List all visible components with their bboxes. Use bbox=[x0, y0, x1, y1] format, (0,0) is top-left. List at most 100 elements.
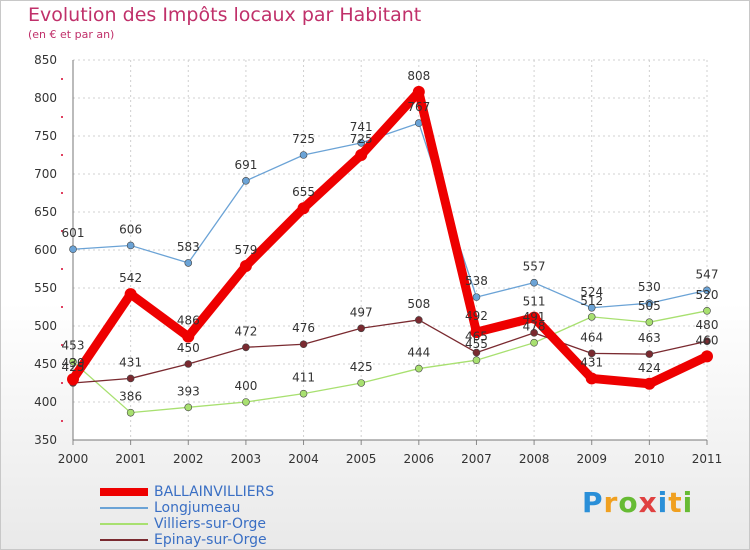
data-point bbox=[530, 278, 538, 287]
data-point bbox=[530, 329, 538, 337]
data-point bbox=[299, 340, 308, 349]
chart-legend: BALLAINVILLIERS Longjumeau Villiers-sur-Or… bbox=[100, 484, 274, 548]
data-label: 725 bbox=[350, 132, 373, 146]
data-point bbox=[472, 348, 481, 357]
x-tick-label: 2008 bbox=[519, 452, 550, 466]
logo-letter: i bbox=[682, 486, 694, 519]
data-label: 492 bbox=[465, 309, 488, 323]
data-point bbox=[299, 151, 308, 159]
data-point bbox=[415, 316, 423, 324]
logo-letter: r bbox=[603, 486, 619, 519]
data-label: 472 bbox=[234, 324, 257, 338]
data-point bbox=[585, 372, 598, 385]
data-point bbox=[184, 403, 193, 412]
data-point bbox=[355, 149, 368, 161]
y-tick-label: 400 bbox=[34, 395, 57, 409]
data-point bbox=[357, 324, 365, 333]
data-point bbox=[242, 343, 250, 352]
data-point bbox=[645, 318, 654, 327]
data-point bbox=[703, 337, 711, 346]
data-label: 542 bbox=[119, 271, 142, 285]
data-label: 444 bbox=[407, 346, 430, 360]
legend-item: Epinay-sur-Orge bbox=[100, 532, 274, 548]
data-point bbox=[124, 288, 137, 301]
series-line-ballainvilliers bbox=[68, 87, 712, 389]
data-label: 725 bbox=[292, 132, 315, 146]
data-label: 486 bbox=[177, 314, 200, 328]
data-point bbox=[67, 373, 79, 386]
x-tick-label: 2002 bbox=[173, 452, 204, 466]
data-label: 767 bbox=[407, 100, 430, 114]
data-label: 601 bbox=[62, 226, 85, 240]
legend-label: Longjumeau bbox=[154, 500, 241, 516]
y-tick-label: 600 bbox=[34, 243, 57, 257]
legend-swatch bbox=[100, 539, 148, 541]
x-tick-label: 2004 bbox=[288, 452, 319, 466]
data-label: 741 bbox=[350, 120, 373, 134]
data-point bbox=[415, 364, 423, 373]
data-point bbox=[239, 259, 252, 272]
legend-label: Villiers-sur-Orge bbox=[154, 516, 267, 532]
data-point bbox=[470, 326, 483, 339]
legend-item: BALLAINVILLIERS bbox=[100, 484, 274, 500]
data-label: 520 bbox=[696, 288, 719, 302]
data-label: 557 bbox=[523, 260, 546, 274]
x-tick-label: 2011 bbox=[692, 452, 723, 466]
data-point bbox=[126, 241, 135, 250]
data-point bbox=[184, 259, 193, 267]
data-point bbox=[587, 313, 596, 321]
y-tick-label: 850 bbox=[34, 53, 57, 67]
data-point bbox=[357, 139, 365, 147]
legend-item: Longjumeau bbox=[100, 500, 274, 516]
data-point bbox=[69, 245, 77, 254]
data-label: 491 bbox=[523, 310, 546, 324]
data-point bbox=[69, 357, 77, 366]
data-point bbox=[126, 408, 135, 417]
data-label: 547 bbox=[696, 267, 719, 281]
data-point bbox=[645, 350, 654, 358]
data-point bbox=[357, 379, 365, 387]
series-line-longjumeau bbox=[72, 122, 708, 309]
y-tick-label: 700 bbox=[34, 167, 57, 181]
data-point bbox=[472, 293, 481, 301]
logo-letter: t bbox=[668, 486, 683, 519]
y-tick-label: 350 bbox=[34, 433, 57, 447]
data-point bbox=[126, 374, 135, 383]
data-point bbox=[643, 377, 656, 390]
y-tick-label: 800 bbox=[34, 91, 57, 105]
x-tick-label: 2003 bbox=[231, 452, 262, 466]
y-tick-label: 450 bbox=[34, 357, 57, 371]
data-label: 463 bbox=[638, 331, 661, 345]
data-point bbox=[701, 350, 713, 363]
data-point bbox=[242, 398, 250, 406]
legend-label: BALLAINVILLIERS bbox=[154, 484, 275, 500]
data-label: 538 bbox=[465, 274, 488, 288]
logo-letter: P bbox=[582, 486, 604, 519]
data-point bbox=[703, 286, 711, 295]
x-tick-label: 2009 bbox=[576, 452, 607, 466]
data-label: 583 bbox=[177, 240, 200, 254]
data-point bbox=[528, 311, 541, 324]
data-label: 453 bbox=[62, 339, 85, 353]
x-tick-label: 2001 bbox=[115, 452, 146, 466]
data-point bbox=[587, 303, 596, 312]
data-label: 465 bbox=[465, 330, 488, 344]
data-label: 512 bbox=[580, 294, 603, 308]
data-point bbox=[530, 338, 538, 347]
data-label: 530 bbox=[638, 280, 661, 294]
data-label: 508 bbox=[407, 297, 430, 311]
data-point bbox=[645, 299, 654, 308]
data-label: 808 bbox=[407, 69, 430, 83]
chart-title: Evolution des Impôts locaux par Habitant bbox=[28, 4, 422, 26]
data-label: 480 bbox=[696, 318, 719, 332]
series-line-villiers-sur-orge bbox=[72, 310, 708, 414]
y-tick-label: 500 bbox=[34, 319, 57, 333]
legend-item: Villiers-sur-Orge bbox=[100, 516, 274, 532]
data-label: 424 bbox=[638, 361, 661, 375]
chart-subtitle: (en € et par an) bbox=[28, 28, 115, 41]
data-point bbox=[299, 389, 308, 398]
data-point bbox=[297, 202, 310, 215]
logo-letter: o bbox=[618, 486, 639, 519]
data-point bbox=[587, 349, 596, 358]
data-point bbox=[472, 356, 481, 365]
